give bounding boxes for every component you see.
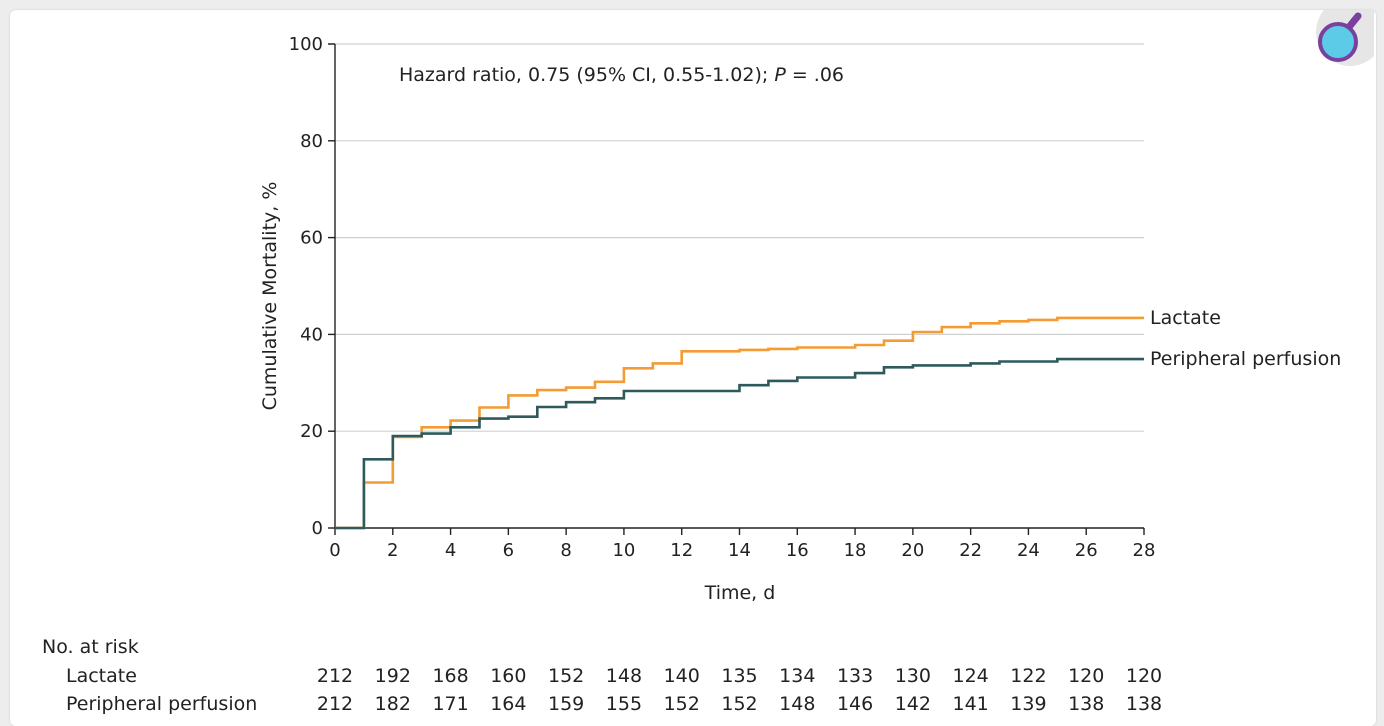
risk-value: 152 — [721, 693, 757, 715]
y-tick-label: 60 — [300, 228, 323, 249]
x-axis-label: Time, d — [704, 582, 776, 604]
grid-lines — [335, 43, 1144, 432]
risk-value: 212 — [317, 693, 353, 715]
y-axis-label: Cumulative Mortality, % — [259, 182, 281, 411]
risk-value: 138 — [1126, 693, 1162, 715]
x-tick-label: 26 — [1075, 540, 1098, 561]
risk-row-label-peripheral: Peripheral perfusion — [66, 693, 257, 715]
series-group — [335, 316, 1144, 530]
risk-value: 155 — [606, 693, 642, 715]
x-tick-label: 14 — [728, 540, 751, 561]
risk-value: 133 — [837, 665, 873, 687]
x-tick-label: 6 — [503, 540, 514, 561]
y-tick-label: 80 — [300, 131, 323, 152]
risk-row-label-lactate: Lactate — [66, 665, 137, 687]
risk-value: 152 — [664, 693, 700, 715]
x-tick-label: 18 — [844, 540, 867, 561]
x-tick-label: 20 — [901, 540, 924, 561]
risk-value: 148 — [606, 665, 642, 687]
risk-table-title: No. at risk — [42, 636, 139, 658]
hazard-ratio-annotation: Hazard ratio, 0.75 (95% CI, 0.55-1.02); … — [399, 64, 844, 86]
risk-value: 212 — [317, 665, 353, 687]
risk-value: 192 — [375, 665, 411, 687]
series-label-peripheral-perfusion: Peripheral perfusion — [1150, 348, 1341, 370]
risk-value: 139 — [1010, 693, 1046, 715]
x-tick-label: 10 — [612, 540, 635, 561]
x-tick-label: 24 — [1017, 540, 1040, 561]
risk-value: 142 — [895, 693, 931, 715]
risk-value: 141 — [953, 693, 989, 715]
series-line-lactate — [335, 316, 1144, 530]
x-tick-label: 12 — [670, 540, 693, 561]
risk-value: 135 — [721, 665, 757, 687]
magnifier-badge[interactable] — [1310, 10, 1376, 74]
risk-value: 171 — [432, 693, 468, 715]
x-tick-label: 22 — [959, 540, 982, 561]
y-tick-label: 40 — [300, 324, 323, 345]
magnifier-icon — [1316, 10, 1376, 66]
risk-value: 168 — [432, 665, 468, 687]
series-labels: Lactate Peripheral perfusion — [1150, 307, 1341, 370]
risk-value: 134 — [779, 665, 815, 687]
x-tick-label: 28 — [1133, 540, 1156, 561]
risk-value: 120 — [1068, 665, 1104, 687]
x-tick-label: 0 — [329, 540, 340, 561]
series-label-lactate: Lactate — [1150, 307, 1221, 329]
series-line-peripheral-perfusion — [335, 357, 1144, 530]
risk-value: 124 — [953, 665, 989, 687]
x-tick-label: 2 — [387, 540, 398, 561]
risk-value: 122 — [1010, 665, 1046, 687]
risk-table: No. at risk Lactate Peripheral perfusion… — [42, 636, 1162, 715]
y-tick-label: 100 — [289, 34, 323, 55]
risk-value: 148 — [779, 693, 815, 715]
risk-value: 140 — [664, 665, 700, 687]
x-tick-label: 16 — [786, 540, 809, 561]
x-tick-label: 4 — [445, 540, 456, 561]
risk-value: 138 — [1068, 693, 1104, 715]
x-tick-label: 8 — [560, 540, 571, 561]
risk-value: 146 — [837, 693, 873, 715]
risk-value: 164 — [490, 693, 526, 715]
y-tick-label: 0 — [312, 518, 323, 539]
risk-value: 130 — [895, 665, 931, 687]
y-tick-label: 20 — [300, 421, 323, 442]
risk-value: 159 — [548, 693, 584, 715]
risk-value: 120 — [1126, 665, 1162, 687]
risk-value: 152 — [548, 665, 584, 687]
risk-value: 160 — [490, 665, 526, 687]
risk-value: 182 — [375, 693, 411, 715]
chart-card: 0 20 40 60 80 100 0 2 4 6 8 10 12 14 16 18 20 22 24 26 28 La… — [10, 10, 1376, 726]
